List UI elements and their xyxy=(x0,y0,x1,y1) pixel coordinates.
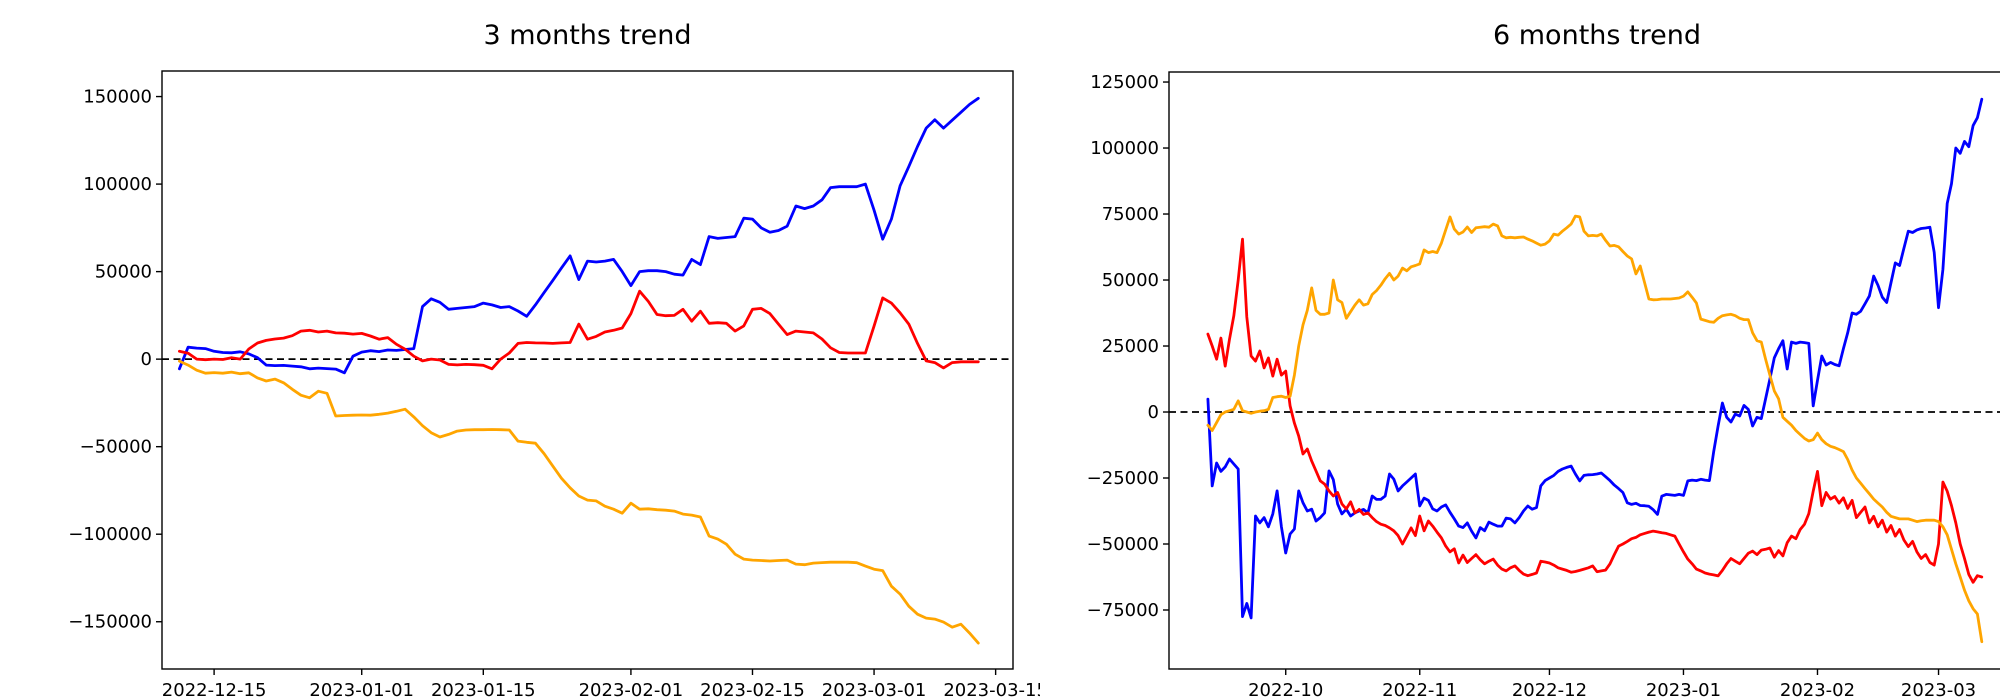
plot-frame xyxy=(161,70,1014,670)
x-tick-label: 2023-02-01 xyxy=(579,680,684,700)
series-line-red xyxy=(1206,237,1984,584)
y-tick-label: −50000 xyxy=(1087,534,1159,555)
y-tick-label: 25000 xyxy=(1102,336,1159,357)
series-line-orange xyxy=(1206,214,1984,644)
x-tick-label: 2023-02 xyxy=(1780,680,1855,700)
y-tick-label: 125000 xyxy=(1090,72,1159,93)
series-line-blue xyxy=(177,96,980,375)
y-tick-label: 50000 xyxy=(1102,270,1159,291)
series-line-red xyxy=(177,289,980,371)
chart-6-months-trend: 6 months trend −75000 −50000 −25000 0 25000 5… xyxy=(1040,16,2000,700)
series-line-blue xyxy=(1206,97,1984,620)
x-tick-label: 2023-01-15 xyxy=(431,680,536,700)
y-tick-label: −150000 xyxy=(68,612,152,633)
series-line-orange xyxy=(177,359,980,645)
y-tick-label: −50000 xyxy=(80,437,152,458)
y-tick-label: 100000 xyxy=(1090,138,1159,159)
x-tick-label: 2022-12-15 xyxy=(162,680,267,700)
x-tick-label: 2023-02-15 xyxy=(700,680,805,700)
x-tick-label: 2023-03-01 xyxy=(822,680,927,700)
x-tick-label: 2023-01 xyxy=(1646,680,1721,700)
x-tick-label: 2022-12 xyxy=(1512,680,1587,700)
plot-6-months: −75000 −50000 −25000 0 25000 50000 75000 100000… xyxy=(1087,71,2000,700)
y-tick-label: −100000 xyxy=(68,524,152,545)
y-tick-label: 75000 xyxy=(1102,204,1159,225)
y-tick-label: 50000 xyxy=(95,262,152,283)
chart-title-3-months: 3 months trend xyxy=(483,20,692,51)
chart-title-6-months: 6 months trend xyxy=(1493,20,1701,51)
x-tick-label: 2022-11 xyxy=(1382,680,1457,700)
x-tick-label: 2023-03-15 xyxy=(943,680,1040,700)
y-tick-label: −25000 xyxy=(1087,468,1159,489)
plot-3-months: −150000 −100000 −50000 0 50000 100000 150000 20… xyxy=(68,70,1040,700)
chart-3-months-trend: 3 months trend −150000 −100000 −50000 0 5000… xyxy=(40,16,1040,700)
y-tick-label: 100000 xyxy=(83,174,152,195)
y-tick-label: 0 xyxy=(141,349,152,370)
y-tick-label: −75000 xyxy=(1087,600,1159,621)
x-tick-label: 2022-10 xyxy=(1248,680,1323,700)
y-tick-label: 0 xyxy=(1148,402,1159,423)
x-tick-label: 2023-01-01 xyxy=(309,680,414,700)
y-tick-label: 150000 xyxy=(83,87,152,108)
plot-frame xyxy=(1168,71,2000,670)
x-tick-label: 2023-03 xyxy=(1901,680,1976,700)
